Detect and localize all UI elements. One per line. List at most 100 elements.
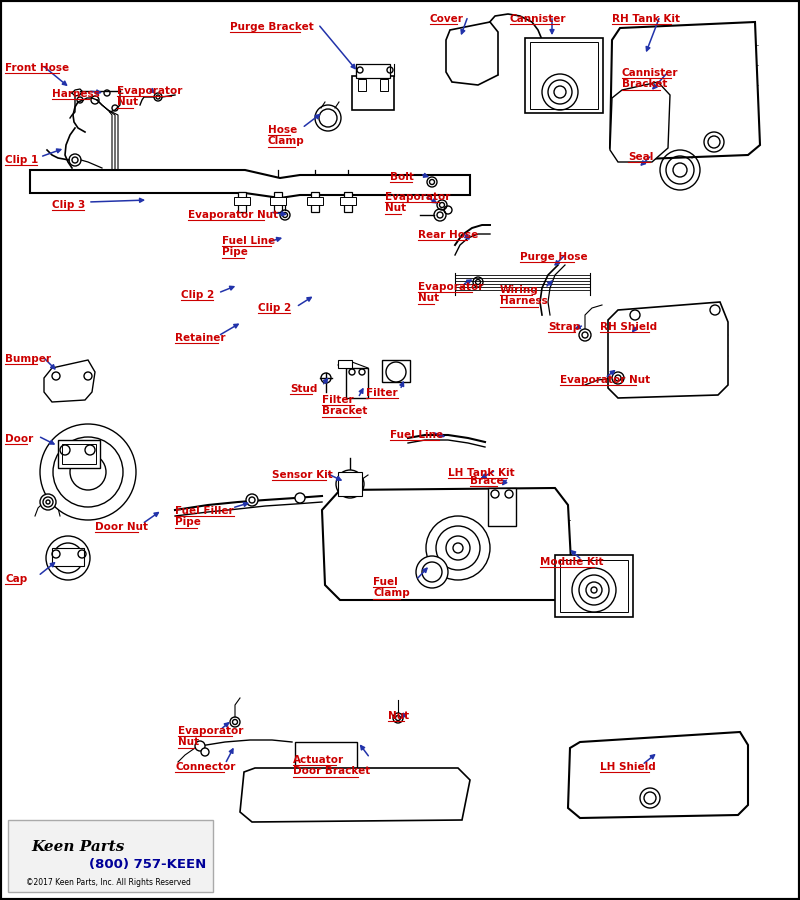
Text: Fuel Line: Fuel Line [222,236,275,246]
Ellipse shape [446,536,470,560]
Text: (800) 757-KEEN: (800) 757-KEEN [90,858,206,871]
Text: Bolt: Bolt [390,172,414,182]
Text: Fuel: Fuel [373,577,398,587]
Text: Front Hose: Front Hose [5,63,69,73]
Bar [358,79,366,91]
Ellipse shape [295,493,305,503]
Bar [555,555,633,617]
Text: Strap: Strap [548,322,580,332]
Bar [340,197,356,205]
Text: Wiring: Wiring [500,285,538,295]
Ellipse shape [422,562,442,582]
Text: Hose: Hose [268,125,298,135]
Ellipse shape [53,437,123,507]
Ellipse shape [195,741,205,751]
Text: Fuel Line: Fuel Line [390,430,443,440]
Polygon shape [446,22,498,85]
Text: Purge Bracket: Purge Bracket [230,22,314,32]
Ellipse shape [341,475,359,493]
Ellipse shape [43,497,53,507]
Bar [338,472,362,496]
Text: Cover: Cover [430,14,464,24]
Bar [58,440,100,468]
Text: Filter: Filter [366,388,398,398]
Ellipse shape [416,556,448,588]
Text: Fuel Filler: Fuel Filler [175,506,234,516]
Bar [8,820,213,892]
Ellipse shape [579,329,591,341]
Text: Module Kit: Module Kit [540,557,603,567]
Polygon shape [610,82,670,162]
Ellipse shape [579,575,609,605]
Text: Evaporator: Evaporator [178,726,243,736]
Text: Pipe: Pipe [222,248,248,257]
Text: Retainer: Retainer [175,333,226,343]
Bar [311,192,319,212]
Text: Nut: Nut [117,97,138,107]
Text: Stud: Stud [290,384,318,394]
Text: Sensor Kit: Sensor Kit [272,470,333,480]
Text: Seal: Seal [628,152,654,162]
Bar [530,42,598,109]
Text: Nut: Nut [388,711,409,721]
Polygon shape [44,360,95,402]
Bar [488,488,516,526]
Polygon shape [608,302,728,398]
Ellipse shape [586,582,602,598]
Text: Purge Hose: Purge Hose [520,252,588,262]
Text: Clamp: Clamp [373,589,410,598]
Text: Pipe: Pipe [175,518,201,527]
Bar [560,560,628,612]
Polygon shape [16,854,76,875]
Text: Evaporator Nut: Evaporator Nut [560,375,650,385]
Bar [382,360,410,382]
Text: Connector: Connector [175,762,235,772]
Polygon shape [568,732,748,818]
Ellipse shape [386,362,406,382]
Bar [346,368,368,398]
Text: Evaporator: Evaporator [117,86,182,96]
Text: LH Shield: LH Shield [600,762,656,772]
Text: Clamp: Clamp [268,136,305,146]
Text: Rear Hose: Rear Hose [418,230,478,240]
Text: Door Nut: Door Nut [95,522,148,532]
Ellipse shape [40,494,56,510]
Text: Harness: Harness [500,296,548,306]
Text: Nut: Nut [178,737,199,747]
Ellipse shape [60,550,76,566]
Text: Evaporator: Evaporator [418,282,483,292]
Ellipse shape [426,516,490,580]
Text: LH Tank Kit: LH Tank Kit [448,468,514,478]
Ellipse shape [40,424,136,520]
Text: Cannister: Cannister [622,68,678,78]
Bar [525,38,603,113]
Text: Evaporator: Evaporator [385,192,450,202]
Text: Evaporator Nut: Evaporator Nut [188,210,278,220]
Text: Door: Door [5,434,34,444]
Ellipse shape [246,494,258,506]
Text: Nut: Nut [385,203,406,213]
Ellipse shape [201,748,209,756]
Bar [274,192,282,212]
Text: Brace: Brace [470,476,504,486]
Bar [380,79,388,91]
Text: Nut: Nut [418,293,439,303]
Text: Filter: Filter [322,395,354,405]
Bar [234,197,250,205]
Text: Harness: Harness [52,89,100,99]
Bar [270,197,286,205]
Ellipse shape [572,568,616,612]
Text: Clip 1: Clip 1 [5,155,38,165]
Polygon shape [240,768,470,822]
Text: RH Shield: RH Shield [600,322,657,332]
Text: Bracket: Bracket [622,79,667,89]
Text: Door Bracket: Door Bracket [293,766,370,776]
Ellipse shape [336,470,364,498]
Text: Actuator: Actuator [293,755,344,765]
Bar [356,64,390,78]
Text: Clip 3: Clip 3 [52,200,86,210]
Polygon shape [610,22,760,160]
Ellipse shape [436,526,480,570]
Ellipse shape [70,454,106,490]
Bar [295,742,357,774]
